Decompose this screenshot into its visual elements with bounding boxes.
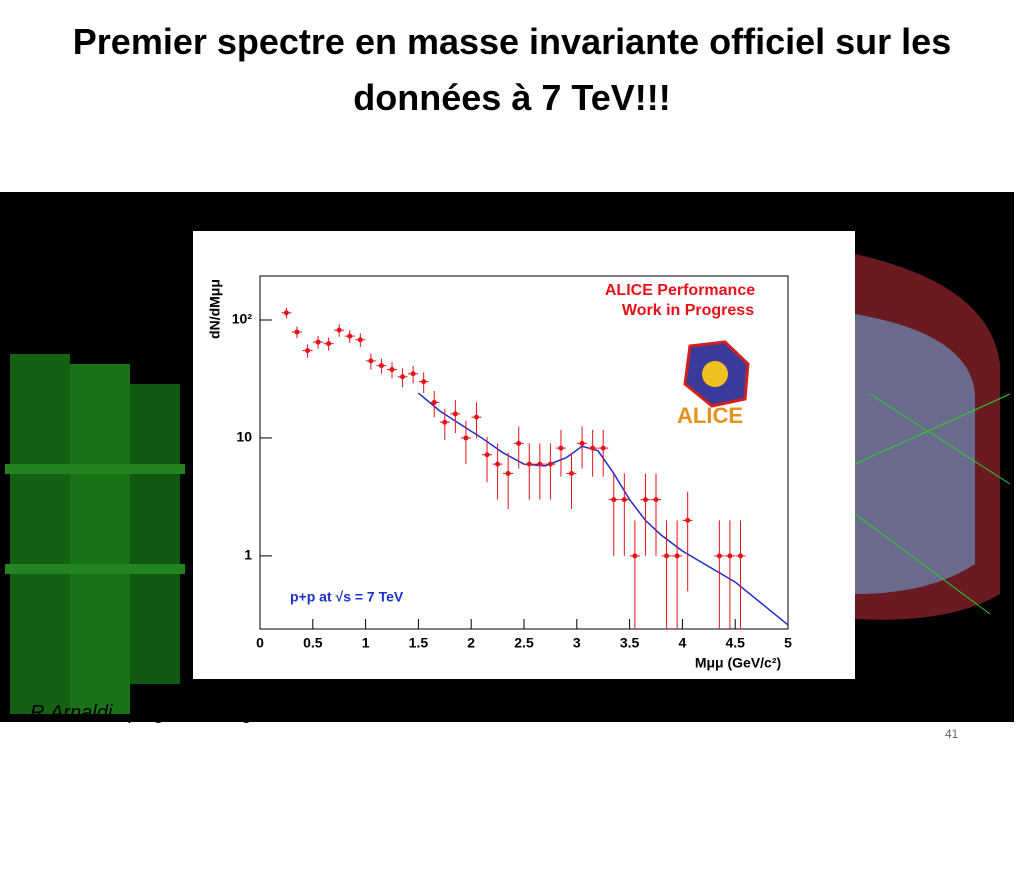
data-point: [537, 461, 543, 467]
data-point: [558, 445, 564, 451]
x-tick-label: 1.5: [409, 635, 429, 651]
x-tick-label: 3.5: [620, 635, 640, 651]
data-point: [473, 414, 479, 420]
data-point: [442, 419, 448, 425]
annotation-subtitle: Work in Progress: [622, 302, 754, 319]
x-tick-label: 0.5: [303, 635, 323, 651]
y-tick-label: 10²: [232, 311, 253, 327]
data-point: [621, 497, 627, 503]
data-point: [421, 379, 427, 385]
data-point: [600, 445, 606, 451]
logo-text: ALICE: [677, 403, 743, 428]
data-point: [378, 363, 384, 369]
data-point: [305, 348, 311, 354]
data-point: [516, 440, 522, 446]
data-point: [716, 553, 722, 559]
data-point: [653, 497, 659, 503]
data-point: [611, 497, 617, 503]
data-point: [737, 553, 743, 559]
data-point: [505, 470, 511, 476]
data-point: [347, 333, 353, 339]
data-point: [547, 461, 553, 467]
slide-title: Premier spectre en masse invariante offi…: [72, 21, 952, 118]
chart: ALICE Performance Work in Progress ALICE…: [0, 192, 1014, 722]
annotation-system: p+p at √s = 7 TeV: [290, 589, 404, 605]
data-point: [579, 440, 585, 446]
data-point: [431, 399, 437, 405]
page-number: 41: [945, 727, 959, 741]
x-tick-label: 2.5: [514, 635, 534, 651]
data-point: [590, 445, 596, 451]
footer: R.Arnaldi , pwg3 meeting: [30, 702, 254, 724]
data-point: [315, 339, 321, 345]
data-point: [326, 341, 332, 347]
annotation-title: ALICE Performance: [605, 282, 755, 299]
detector-green: [5, 354, 185, 714]
y-tick-label: 10: [236, 429, 252, 445]
data-point: [727, 553, 733, 559]
x-axis-label: Mμμ (GeV/c²): [695, 655, 781, 671]
data-point: [674, 553, 680, 559]
data-point: [632, 553, 638, 559]
data-point: [410, 371, 416, 377]
y-axis-label: dN/dMμμ: [207, 279, 223, 339]
x-tick-label: 4: [679, 635, 687, 651]
data-point: [368, 358, 374, 364]
x-tick-label: 4.5: [725, 635, 745, 651]
data-point: [569, 470, 575, 476]
data-point: [463, 435, 469, 441]
data-point: [484, 452, 490, 458]
data-point: [336, 327, 342, 333]
data-point: [526, 461, 532, 467]
data-point: [389, 367, 395, 373]
data-point: [664, 553, 670, 559]
detector-red-blue: [854, 254, 1011, 620]
chart-panel: [193, 231, 855, 679]
y-tick-label: 1: [244, 547, 252, 563]
data-point: [357, 337, 363, 343]
data-point: [294, 329, 300, 335]
x-tick-label: 2: [467, 635, 475, 651]
data-point: [452, 411, 458, 417]
data-point: [642, 497, 648, 503]
data-point: [283, 310, 289, 316]
x-tick-label: 0: [256, 635, 264, 651]
x-tick-label: 3: [573, 635, 581, 651]
x-tick-label: 5: [784, 635, 792, 651]
alice-logo: [683, 340, 750, 408]
slide: Premier spectre en masse invariante offi…: [0, 21, 1014, 741]
data-point: [495, 461, 501, 467]
data-point: [400, 374, 406, 380]
x-tick-label: 1: [362, 635, 370, 651]
data-point: [685, 517, 691, 523]
